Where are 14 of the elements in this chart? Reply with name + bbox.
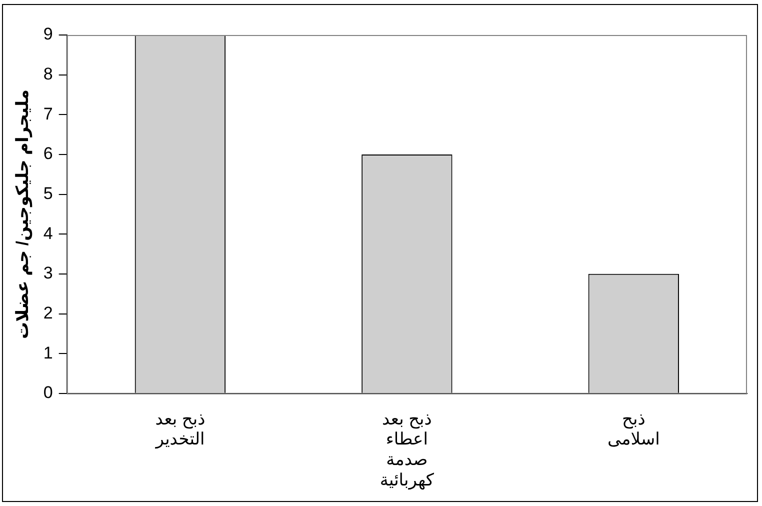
y-tick-label: 1	[43, 343, 53, 362]
y-axis-title: مليجرام جليكوجين/ جم عضلات	[12, 89, 33, 339]
y-tick-label: 7	[43, 104, 53, 124]
y-tick-label: 4	[43, 224, 53, 243]
y-tick-label: 5	[43, 184, 53, 203]
x-tick-label: ذبح اسلامى	[607, 409, 660, 449]
y-tick-label: 8	[43, 64, 53, 84]
y-tick-label: 0	[43, 383, 53, 402]
y-tick-label: 6	[43, 144, 53, 164]
x-tick-label: ذبح بعد التخدير	[154, 409, 206, 450]
y-tick-label: 9	[43, 24, 53, 44]
y-tick-label: 3	[43, 264, 53, 283]
y-tick-label: 2	[43, 303, 53, 322]
x-tick-label: ذبح بعد اعطاء صدمة كهربائية	[380, 409, 435, 490]
